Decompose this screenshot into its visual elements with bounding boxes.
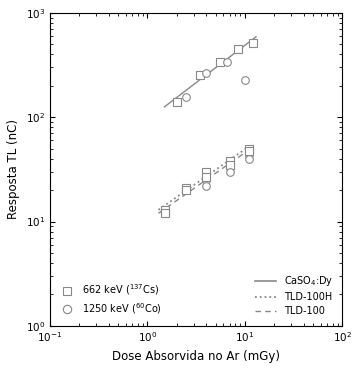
Legend: CaSO$_4$:Dy, TLD-100H, TLD-100: CaSO$_4$:Dy, TLD-100H, TLD-100 (250, 269, 337, 321)
Y-axis label: Resposta TL (nC): Resposta TL (nC) (7, 120, 20, 219)
X-axis label: Dose Absorvida no Ar (mGy): Dose Absorvida no Ar (mGy) (112, 350, 280, 363)
